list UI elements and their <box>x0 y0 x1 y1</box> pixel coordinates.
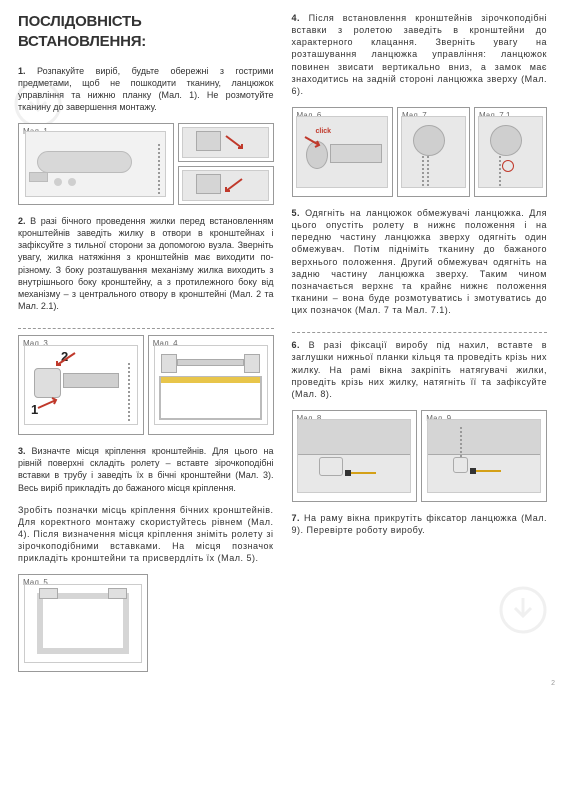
fig-row-5: Мал. 5 <box>18 574 274 672</box>
fig-row-1-2: Мал. 1 Мал. 2 Мал. <box>18 123 274 205</box>
figure-5: Мал. 5 <box>18 574 148 672</box>
divider <box>292 332 548 333</box>
step-7-num: 7. <box>292 513 301 523</box>
figure-2-1: Мал. 2.1 <box>178 166 274 205</box>
step-4: 4. Після встановлення кронштейнів зірочк… <box>292 12 548 97</box>
figure-6: Мал. 6 click <box>292 107 393 197</box>
step-2: 2. В разі бічного проведення жилки перед… <box>18 215 274 312</box>
figure-1: Мал. 1 <box>18 123 174 205</box>
step-2-text: В разі бічного проведення жилки перед вс… <box>18 216 274 311</box>
page-title: ПОСЛІДОВНІСТЬ ВСТАНОВЛЕННЯ: <box>18 12 274 53</box>
figure-7: Мал. 7 <box>397 107 470 197</box>
step-3-text: Визначте місця кріплення кронштейнів. Дл… <box>18 446 274 492</box>
watermark-icon <box>499 586 547 634</box>
step-5-num: 5. <box>292 208 301 218</box>
step-3b: Зробіть позначки місць кріплення бічних … <box>18 504 274 565</box>
step-3: 3. Визначте місця кріплення кронштейнів.… <box>18 445 274 494</box>
figure-2: Мал. 2 <box>178 123 274 162</box>
step-7: 7. На раму вікна прикрутіть фіксатор лан… <box>292 512 548 536</box>
fig-row-8-9: Мал. 8 Мал. 9 <box>292 410 548 502</box>
figure-3: Мал. 3 1 2 <box>18 335 144 435</box>
step-5: 5. Одягніть на ланцюжок обмежувачі ланцю… <box>292 207 548 316</box>
step-6: 6. В разі фіксації виробу під нахил, вст… <box>292 339 548 400</box>
right-column: 4. Після встановлення кронштейнів зірочк… <box>292 12 548 682</box>
fig-row-6-7: Мал. 6 click Мал. 7 Мал. 7.1 <box>292 107 548 197</box>
step-6-text: В разі фіксації виробу під нахил, вставт… <box>292 340 548 399</box>
step-4-num: 4. <box>292 13 301 23</box>
divider <box>18 328 274 329</box>
step-5-text: Одягніть на ланцюжок обмежувачі ланцюжка… <box>292 208 548 315</box>
figure-4: Мал. 4 <box>148 335 274 435</box>
step-6-num: 6. <box>292 340 301 350</box>
watermark-icon <box>14 80 62 128</box>
page-number: 2 <box>551 679 555 688</box>
figure-9: Мал. 9 <box>421 410 547 502</box>
step-7-text: На раму вікна прикрутіть фіксатор ланцюж… <box>292 513 548 535</box>
step-4-text: Після встановлення кронштейнів зірочкопо… <box>292 13 548 96</box>
fig-row-3-4: Мал. 3 1 2 Мал. 4 <box>18 335 274 435</box>
step-2-num: 2. <box>18 216 26 226</box>
figure-7-1: Мал. 7.1 <box>474 107 547 197</box>
step-1-num: 1. <box>18 66 26 76</box>
figure-8: Мал. 8 <box>292 410 418 502</box>
step-3-num: 3. <box>18 446 26 456</box>
